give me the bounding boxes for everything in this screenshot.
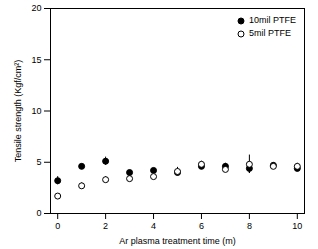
svg-text:20: 20 xyxy=(31,3,41,13)
svg-text:Tensile strength (Kgf/cm²): Tensile strength (Kgf/cm²) xyxy=(13,60,23,163)
svg-text:Ar plasma treatment time (m): Ar plasma treatment time (m) xyxy=(119,236,236,246)
svg-text:6: 6 xyxy=(199,221,204,231)
svg-text:5: 5 xyxy=(36,157,41,167)
svg-text:10: 10 xyxy=(31,106,41,116)
svg-text:2: 2 xyxy=(103,221,108,231)
svg-text:10: 10 xyxy=(292,221,302,231)
svg-text:15: 15 xyxy=(31,55,41,65)
html-text:5mil PTFE: 5mil PTFE xyxy=(249,28,291,38)
svg-text:8: 8 xyxy=(247,221,252,231)
html-text:10mil PTFE: 10mil PTFE xyxy=(249,15,296,25)
svg-text:0: 0 xyxy=(55,221,60,231)
svg-text:0: 0 xyxy=(36,208,41,218)
svg-text:4: 4 xyxy=(151,221,156,231)
